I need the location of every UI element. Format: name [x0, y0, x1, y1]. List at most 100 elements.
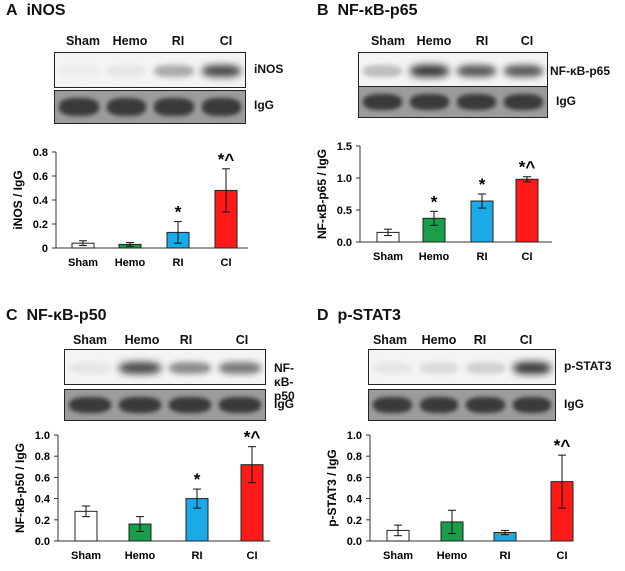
y-tick-label: 0.8 [347, 451, 362, 463]
x-tick-label: Sham [383, 550, 413, 562]
igg-blot-label: IgG [274, 397, 294, 411]
blot-band [512, 361, 551, 374]
blot-band [457, 64, 496, 77]
panel-c: C NF-κB-p50 NF-κB-p50 IgG 0.0 0.2 0.4 0.6 0.… [0, 285, 312, 570]
lane-label: Sham [370, 34, 406, 48]
lane-label: Sham [65, 34, 101, 48]
panel-letter: B [317, 2, 329, 19]
blot-band [169, 361, 211, 374]
y-tick-label: 0.5 [337, 205, 352, 217]
y-tick-label: 0.0 [337, 237, 352, 249]
blot-band [169, 396, 211, 414]
x-tick-label: CI [247, 550, 258, 562]
blot-band [154, 64, 194, 77]
significance-mark: *^ [554, 436, 571, 455]
blot-band [466, 361, 505, 374]
target-blot [64, 349, 266, 385]
panel-b: B NF-κB-p65 NF-κB-p65 IgG 0.0 0.5 1.0 1.5 NF… [312, 0, 624, 285]
significance-mark: * [431, 192, 438, 211]
x-tick-label: Sham [68, 257, 98, 269]
blot-band [373, 396, 412, 414]
target-blot-label: p-STAT3 [564, 359, 612, 373]
y-axis-label: NF-κB-p50 / IgG [13, 443, 27, 533]
x-tick-label: CI [221, 257, 232, 269]
x-tick-label: RI [173, 257, 184, 269]
x-tick-label: RI [500, 550, 511, 562]
blot-band [106, 98, 146, 116]
blot-band [504, 64, 543, 77]
x-tick-label: CI [522, 251, 533, 263]
blot-band [69, 396, 111, 414]
y-tick-label: 0.8 [35, 451, 50, 463]
y-tick-label: 1.0 [35, 430, 50, 442]
bar-ci [515, 178, 539, 243]
blot-band [466, 396, 505, 414]
bar-chart: 0.0 0.2 0.4 0.6 0.8 1.0 p-STAT3 / IgG Sham Hemo R… [325, 430, 574, 562]
panel-d: D p-STAT3 p-STAT3 IgG 0.0 0.2 0.4 0.6 0.8 1.0… [312, 285, 624, 570]
x-tick-label: RI [192, 550, 203, 562]
y-axis-label: p-STAT3 / IgG [325, 449, 339, 527]
lane-label: RI [473, 333, 487, 347]
blot-band [154, 98, 194, 116]
igg-blot-label: IgG [254, 98, 274, 112]
significance-mark: *^ [519, 158, 536, 177]
lane-label: Hemo [112, 34, 148, 48]
blot-band [504, 93, 543, 111]
blot-band [363, 64, 402, 77]
x-tick-label: CI [557, 550, 568, 562]
y-tick-label: 0 [42, 243, 48, 255]
blot-band [119, 361, 161, 374]
lane-label: CI [519, 333, 533, 347]
lane-label: CI [235, 333, 249, 347]
panel-name: NF-κB-p50 [26, 307, 107, 324]
y-tick-label: 0.0 [35, 536, 50, 548]
blot-band [373, 361, 412, 374]
y-tick-label: 1.5 [337, 141, 352, 153]
y-tick-label: 0.4 [347, 494, 363, 506]
igg-blot-label: IgG [564, 397, 584, 411]
y-tick-label: 0.2 [35, 515, 50, 527]
y-tick-label: 0.0 [347, 536, 362, 548]
blot-band [219, 361, 261, 374]
panel-name: NF-κB-p65 [337, 2, 418, 19]
y-axis-label: iNOS / IgG [11, 170, 25, 229]
y-axis-label: NF-κB-p65 / IgG [315, 149, 329, 239]
significance-mark: * [175, 203, 182, 222]
panel-title: A iNOS [6, 2, 66, 20]
lane-label: RI [475, 34, 489, 48]
y-tick-label: 0.2 [347, 515, 362, 527]
target-blot-label: NF-κB-p50 [274, 361, 295, 403]
panel-title: C NF-κB-p50 [6, 307, 106, 325]
x-tick-label: Hemo [419, 251, 450, 263]
igg-blot-label: IgG [556, 94, 576, 108]
target-blot [358, 52, 548, 88]
blot-band [419, 361, 458, 374]
y-tick-label: 0.8 [33, 147, 48, 159]
y-tick-label: 1.0 [347, 430, 362, 442]
panel-title: B NF-κB-p65 [317, 2, 417, 20]
x-tick-label: RI [477, 251, 488, 263]
lane-label: RI [179, 333, 193, 347]
lane-label: Sham [372, 333, 408, 347]
igg-blot [64, 389, 266, 421]
significance-mark: *^ [218, 150, 235, 169]
significance-mark: * [194, 470, 201, 489]
target-blot [54, 52, 246, 88]
target-blot-label: NF-κB-p65 [550, 64, 611, 78]
panel-letter: D [317, 307, 329, 324]
lane-label: RI [171, 34, 185, 48]
blot-band [119, 396, 161, 414]
lane-label: CI [219, 34, 233, 48]
blot-band [410, 64, 449, 77]
y-tick-label: 0.6 [33, 171, 48, 183]
x-tick-label: Sham [71, 550, 101, 562]
lane-label: Hemo [421, 333, 457, 347]
x-tick-label: Hemo [125, 550, 156, 562]
bar-chart: 0 0.2 0.4 0.6 0.8 iNOS / IgG Sham Hemo * RI *^ CI [11, 147, 248, 269]
y-tick-label: 1.0 [337, 173, 352, 185]
blot-band [201, 64, 241, 77]
y-tick-label: 0.6 [35, 472, 50, 484]
blot-band [219, 396, 261, 414]
y-tick-label: 0.2 [33, 219, 48, 231]
x-tick-label: Hemo [115, 257, 146, 269]
